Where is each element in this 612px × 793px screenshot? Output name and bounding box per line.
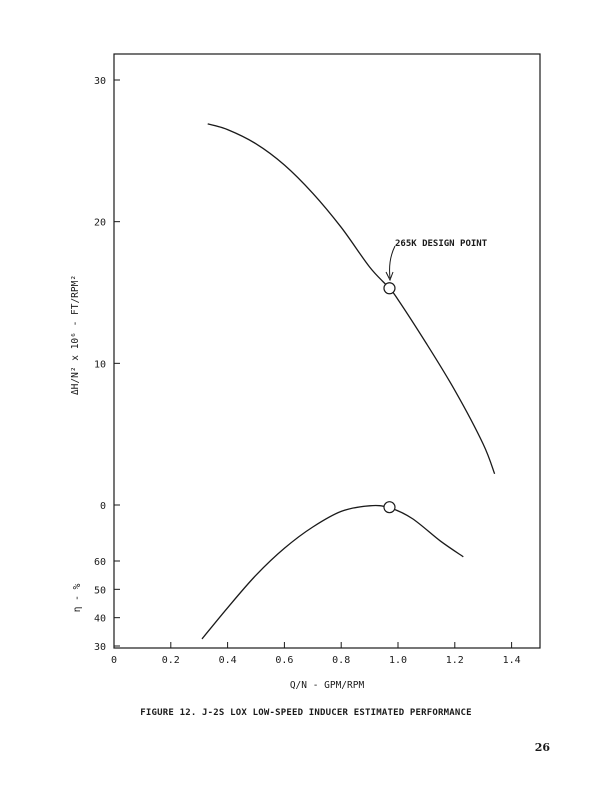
head-design-point-marker bbox=[383, 282, 396, 295]
design-point-label: 265K DESIGN POINT bbox=[395, 239, 488, 249]
figure-caption: FIGURE 12. J-2S LOX LOW-SPEED INDUCER ES… bbox=[140, 708, 472, 718]
marker-layer bbox=[383, 282, 396, 514]
x-tick-label: 0.8 bbox=[332, 655, 350, 666]
upper-y-tick-label: 30 bbox=[94, 76, 106, 87]
x-tick-label: 0.2 bbox=[162, 655, 180, 666]
upper-y-axis-title: ΔH/N² x 10⁶ - FT/RPM² bbox=[70, 275, 81, 395]
efficiency-curve bbox=[201, 504, 464, 640]
design-point-arrow bbox=[389, 245, 396, 279]
efficiency-design-point-marker bbox=[383, 501, 396, 514]
x-axis-title: Q/N - GPM/RPM bbox=[290, 680, 365, 691]
x-tick-label: 0.6 bbox=[275, 655, 293, 666]
lower-y-axis-ticks: 30 40 50 60 bbox=[94, 557, 120, 653]
x-axis-ticks: 0 0.2 0.4 0.6 0.8 1.0 1.2 1.4 bbox=[111, 642, 521, 666]
lower-y-tick-label: 30 bbox=[94, 642, 106, 653]
x-tick-label: 1.4 bbox=[503, 655, 521, 666]
series-layer bbox=[201, 123, 496, 640]
x-tick-label: 1.0 bbox=[389, 655, 407, 666]
x-tick-label: 0 bbox=[111, 655, 117, 666]
lower-y-tick-label: 50 bbox=[94, 585, 106, 596]
head-coefficient-curve bbox=[207, 123, 496, 475]
lower-y-tick-label: 40 bbox=[94, 614, 106, 625]
page-number: 26 bbox=[534, 741, 550, 754]
x-tick-label: 1.2 bbox=[446, 655, 464, 666]
upper-y-tick-label: 20 bbox=[94, 218, 106, 229]
x-tick-label: 0.4 bbox=[219, 655, 237, 666]
design-point-arrowhead bbox=[385, 271, 394, 282]
upper-y-tick-label: 10 bbox=[94, 359, 106, 370]
upper-y-axis-ticks: 0 10 20 30 bbox=[94, 76, 120, 512]
lower-y-tick-label: 60 bbox=[94, 557, 106, 568]
plot-frame bbox=[113, 53, 541, 649]
lower-y-axis-title: η - % bbox=[72, 583, 83, 612]
upper-y-tick-label: 0 bbox=[100, 501, 106, 512]
